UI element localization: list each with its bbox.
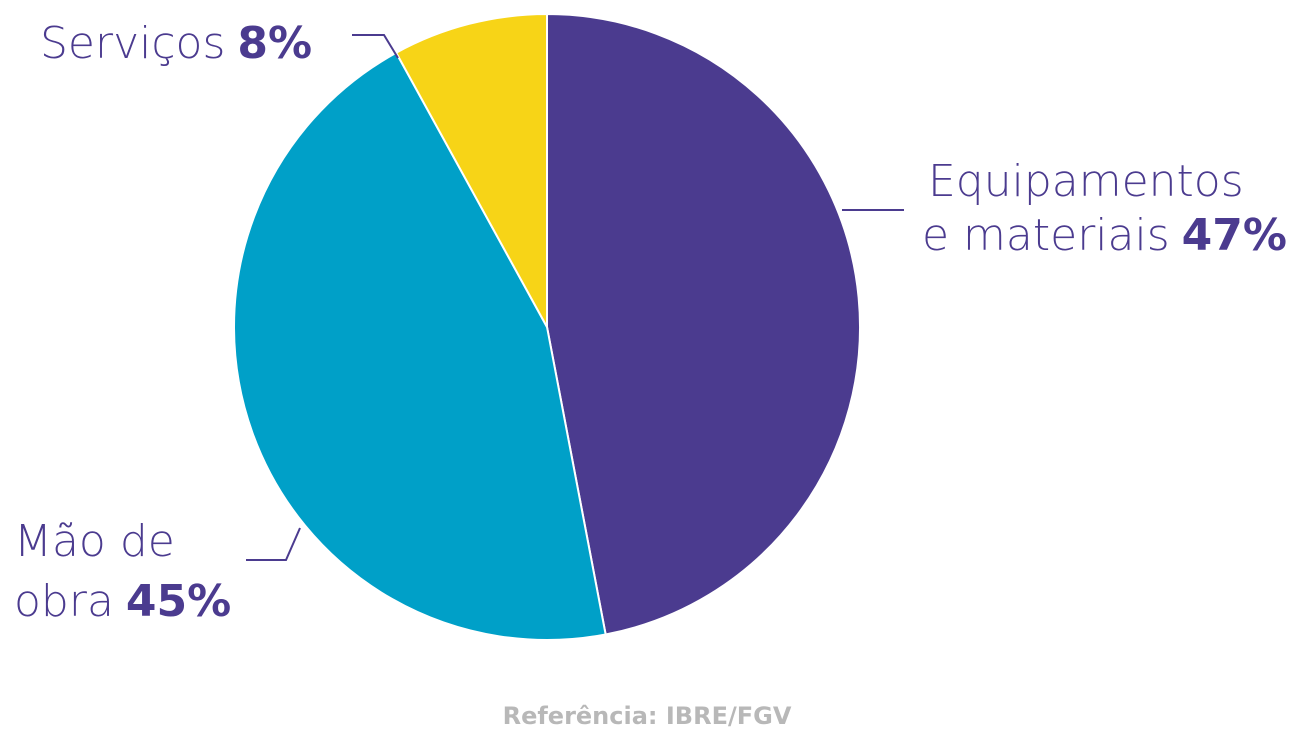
slice-label-mao-de-obra-line2: obra 45%: [14, 576, 231, 627]
pie-slice-mao-de-obra: [232, 51, 607, 642]
leader-line-servicos: [352, 34, 399, 59]
slice-label-percent: 47%: [1182, 210, 1287, 261]
slice-label-equipamentos-line1: Equipamentos: [928, 156, 1244, 207]
slice-label-servicos: Serviços 8%: [40, 18, 312, 69]
slice-label-text: Serviços: [40, 18, 225, 69]
slice-label-text: obra: [14, 576, 114, 627]
pie-slice-servicos: [395, 13, 548, 328]
slice-label-percent: 8%: [237, 18, 312, 69]
pie-slices: [232, 13, 861, 642]
leader-lines: [246, 34, 904, 561]
slice-label-equipamentos-line2: e materiais 47%: [922, 210, 1287, 261]
slice-label-mao-de-obra-line1: Mão de: [14, 516, 175, 567]
slice-label-text: e materiais: [922, 210, 1170, 261]
source-note: Referência: IBRE/FGV: [503, 702, 792, 730]
leader-line-mao-de-obra: [246, 527, 301, 561]
pie-slice-equipamentos: [546, 13, 861, 636]
slice-label-percent: 45%: [126, 576, 231, 627]
